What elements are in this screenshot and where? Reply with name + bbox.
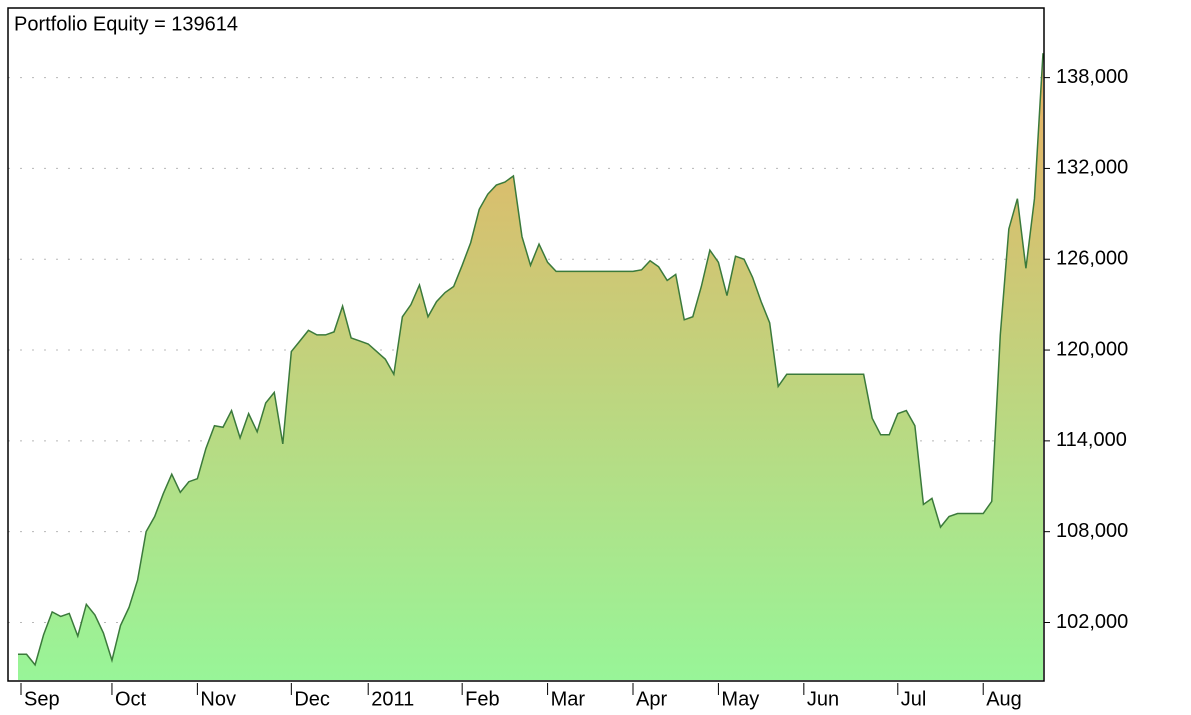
plot-frame (7, 7, 1045, 682)
x-tick-label: Dec (294, 688, 330, 710)
x-tick-label: Mar (551, 688, 586, 710)
x-tick-label: Jun (807, 688, 839, 710)
x-tick-label: Feb (465, 688, 499, 710)
chart-title: Portfolio Equity = 139614 (14, 13, 238, 35)
y-tick-label: 102,000 (1056, 611, 1128, 633)
y-tick-label: 126,000 (1056, 248, 1128, 270)
y-tick-label: 120,000 (1056, 338, 1128, 360)
x-tick-label: 2011 (371, 688, 414, 710)
x-tick-label: Sep (24, 688, 60, 710)
y-tick-label: 108,000 (1056, 520, 1128, 542)
x-tick-label: Apr (636, 688, 667, 710)
equity-line (18, 53, 1044, 667)
x-tick-label: Nov (200, 688, 236, 710)
y-tick-label: 132,000 (1056, 157, 1128, 179)
x-tick-label: Jul (901, 688, 927, 710)
x-tick-label: Aug (986, 688, 1022, 710)
area-fill (18, 53, 1043, 680)
x-tick-label: Oct (115, 688, 147, 710)
x-tick-label: May (721, 688, 759, 710)
y-tick-label: 114,000 (1056, 429, 1127, 451)
y-tick-label: 138,000 (1056, 66, 1128, 88)
plot (8, 53, 1044, 680)
